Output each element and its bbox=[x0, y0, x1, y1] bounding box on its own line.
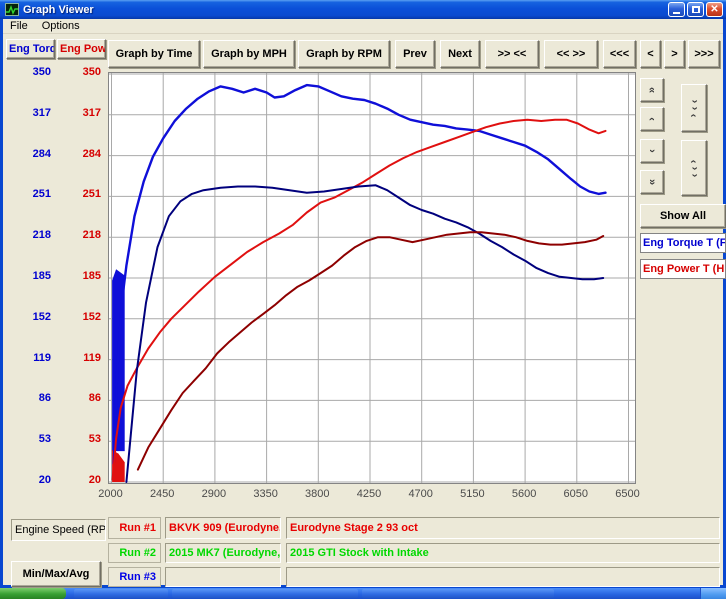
close-button[interactable]: ✕ bbox=[706, 2, 723, 17]
x-axis-tick-label: 4250 bbox=[356, 488, 382, 500]
run2-description-field[interactable]: 2015 GTI Stock with Intake bbox=[286, 543, 720, 563]
run1-label: Run #1 bbox=[108, 517, 161, 539]
run1-description-field[interactable]: Eurodyne Stage 2 93 oct bbox=[286, 517, 720, 539]
double-down-chevron-icon: » bbox=[646, 178, 658, 186]
y-scale-double-up-button[interactable]: » bbox=[640, 78, 664, 102]
x-axis-tick-label: 2000 bbox=[98, 488, 123, 500]
y-axis-tick-label: 152 bbox=[82, 310, 101, 323]
double-up-chevron-icon: » bbox=[646, 86, 658, 94]
run3-label: Run #3 bbox=[108, 567, 161, 587]
graph-by-mph-button[interactable]: Graph by MPH bbox=[203, 40, 295, 68]
y-axis-tick-label: 317 bbox=[82, 106, 101, 119]
start-button[interactable] bbox=[0, 588, 66, 599]
y-axis-tick-label: 86 bbox=[88, 392, 101, 405]
y-axis-tick-label: 251 bbox=[82, 188, 101, 201]
taskbar-item[interactable] bbox=[172, 589, 358, 598]
maximize-button[interactable] bbox=[687, 2, 704, 17]
taskbar-item[interactable] bbox=[74, 589, 168, 598]
x-axis-tick-label: 2450 bbox=[149, 488, 175, 500]
maximize-icon bbox=[691, 6, 700, 13]
menu-file[interactable]: File bbox=[10, 20, 28, 32]
up-chevron-icon: › bbox=[687, 159, 700, 163]
y-axis-tick-label: 317 bbox=[32, 106, 51, 119]
show-all-button[interactable]: Show All bbox=[640, 204, 726, 228]
next-button[interactable]: Next bbox=[440, 40, 480, 68]
power-axis-tick-labels: 350 317 284 251 218 185 152 119 86 53 20 bbox=[55, 0, 104, 588]
y-axis-tick-label: 284 bbox=[82, 147, 101, 160]
y-range-contract-button[interactable]: › › › bbox=[681, 84, 707, 132]
power-axis-header[interactable]: Eng Power bbox=[57, 39, 106, 59]
y-axis-tick-label: 185 bbox=[82, 270, 101, 282]
minimize-button[interactable] bbox=[668, 2, 685, 17]
legend-torque[interactable]: Eng Torque T (Ft-L bbox=[640, 233, 726, 253]
down-chevron-icon: › bbox=[688, 166, 701, 170]
y-axis-tick-label: 53 bbox=[38, 433, 51, 446]
window-title: Graph Viewer bbox=[23, 3, 94, 16]
y-axis-tick-label: 152 bbox=[32, 310, 51, 323]
app-icon bbox=[5, 3, 19, 16]
y-axis-tick-label: 86 bbox=[38, 392, 51, 405]
x-axis-tick-label: 6500 bbox=[615, 488, 640, 500]
close-icon: ✕ bbox=[710, 4, 719, 15]
up-chevron-icon: › bbox=[687, 113, 700, 117]
y-axis-tick-label: 185 bbox=[32, 270, 51, 282]
x-axis-tick-label: 5150 bbox=[460, 488, 485, 500]
y-scale-up-button[interactable]: › bbox=[640, 107, 664, 131]
menu-bar: File Options bbox=[3, 19, 723, 34]
graph-by-time-button[interactable]: Graph by Time bbox=[108, 40, 200, 68]
zoom-in-x-button[interactable]: >> << bbox=[485, 40, 539, 68]
y-axis-tick-label: 284 bbox=[32, 147, 51, 160]
x-axis-tick-label: 5600 bbox=[511, 488, 537, 500]
title-bar[interactable]: Graph Viewer ✕ bbox=[0, 0, 726, 19]
x-axis-tick-label: 3800 bbox=[305, 488, 330, 500]
run2-name-field[interactable]: 2015 MK7 (Eurodyne, E bbox=[165, 543, 281, 563]
y-scale-down-button[interactable]: › bbox=[640, 139, 664, 163]
run2-label: Run #2 bbox=[108, 543, 161, 563]
down-chevron-icon: › bbox=[688, 173, 701, 177]
y-axis-tick-label: 119 bbox=[33, 351, 51, 364]
x-axis-tick-label: 2900 bbox=[201, 488, 227, 500]
y-range-expand-button[interactable]: › › › bbox=[681, 140, 707, 196]
legend-power[interactable]: Eng Power T (HP) bbox=[640, 259, 726, 279]
y-axis-tick-label: 53 bbox=[88, 433, 101, 446]
y-axis-tick-label: 350 bbox=[82, 66, 101, 78]
x-axis-mode-label: Engine Speed (RPM bbox=[11, 519, 106, 541]
run1-name-field[interactable]: BKVK 909 (Eurodyne, I bbox=[165, 517, 281, 539]
down-chevron-icon: › bbox=[645, 149, 658, 153]
graph-by-rpm-button[interactable]: Graph by RPM bbox=[298, 40, 390, 68]
zoom-out-x-button[interactable]: << >> bbox=[544, 40, 598, 68]
down-chevron-icon: › bbox=[688, 106, 701, 110]
up-chevron-icon: › bbox=[645, 117, 658, 121]
taskbar bbox=[0, 588, 726, 599]
minimize-icon bbox=[673, 12, 680, 14]
taskbar-item[interactable] bbox=[362, 589, 554, 598]
x-axis-tick-label: 3350 bbox=[253, 488, 278, 500]
prev-button[interactable]: Prev bbox=[395, 40, 435, 68]
scroll-right-button[interactable]: > bbox=[664, 40, 685, 68]
menu-options[interactable]: Options bbox=[41, 20, 80, 32]
y-axis-tick-label: 20 bbox=[88, 474, 101, 486]
scroll-far-right-button[interactable]: >>> bbox=[688, 40, 720, 68]
torque-axis-header[interactable]: Eng Torque bbox=[6, 39, 55, 59]
y-axis-tick-label: 251 bbox=[32, 188, 51, 201]
scroll-left-button[interactable]: < bbox=[640, 40, 661, 68]
scroll-far-left-button[interactable]: <<< bbox=[603, 40, 636, 68]
system-tray[interactable] bbox=[700, 588, 726, 599]
down-chevron-icon: › bbox=[688, 99, 701, 103]
run3-name-field[interactable] bbox=[165, 567, 281, 587]
y-axis-tick-label: 218 bbox=[32, 229, 51, 242]
run3-description-field[interactable] bbox=[286, 567, 720, 587]
dyno-chart-plot-area[interactable] bbox=[108, 72, 636, 484]
x-axis-tick-label: 4700 bbox=[408, 488, 433, 500]
y-axis-tick-label: 218 bbox=[82, 229, 101, 242]
min-max-avg-button[interactable]: Min/Max/Avg bbox=[11, 561, 101, 587]
y-axis-tick-label: 119 bbox=[83, 351, 101, 364]
torque-axis-tick-labels: 350 317 284 251 218 185 152 119 86 53 20 bbox=[3, 0, 54, 588]
x-axis-tick-label: 6050 bbox=[563, 488, 589, 500]
y-axis-tick-label: 350 bbox=[32, 66, 51, 78]
y-scale-double-down-button[interactable]: » bbox=[640, 170, 664, 194]
y-axis-tick-label: 20 bbox=[38, 474, 51, 486]
